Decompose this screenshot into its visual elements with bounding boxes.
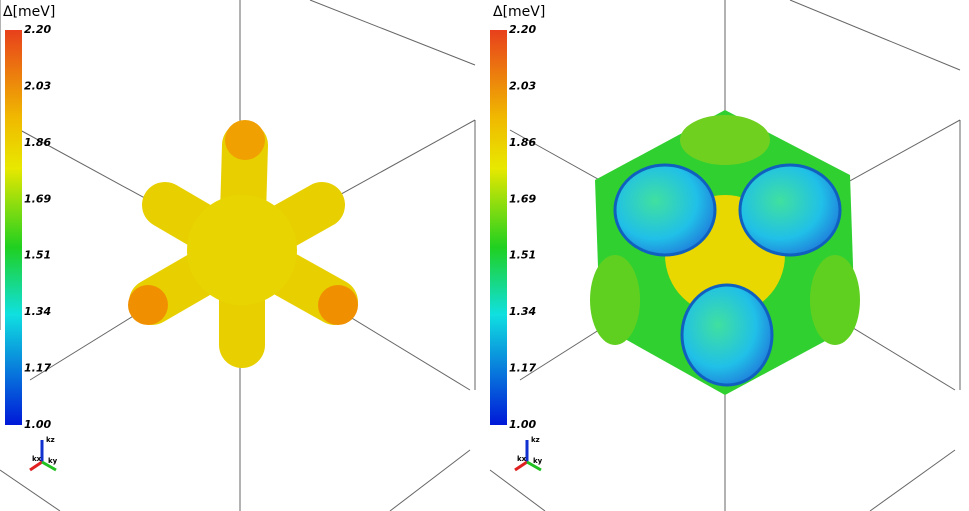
colorbar-tick-label: 2.03 (509, 79, 536, 92)
axis-label: ky (48, 457, 58, 465)
axis-label: ky (533, 457, 543, 465)
colorbar-title: Δ[meV] (3, 4, 55, 20)
colorbar (5, 30, 22, 425)
colorbar-tick-label: 2.20 (24, 23, 51, 36)
colorbar-tick-label: 1.51 (24, 249, 51, 262)
colorbar-tick-label: 1.86 (24, 136, 51, 149)
axis-arrow (41, 460, 57, 472)
colorbar-tick-label: 1.34 (24, 305, 51, 318)
axis-label: kx (517, 455, 527, 463)
colorbar-title: Δ[meV] (493, 4, 545, 20)
axis-arrow (526, 460, 542, 472)
axis-label: kz (531, 436, 540, 444)
colorbar-tick-label: 2.20 (509, 23, 536, 36)
axis-arrow (514, 460, 528, 472)
colorbar-tick-label: 1.69 (24, 192, 51, 205)
colorbar-tick-label: 1.17 (509, 362, 536, 375)
colorbar-tick-label: 2.03 (24, 79, 51, 92)
colorbar-tick-label: 1.86 (509, 136, 536, 149)
axis-label: kz (46, 436, 55, 444)
colorbar-tick-label: 1.69 (509, 192, 536, 205)
colorbar-tick-label: 1.34 (509, 305, 536, 318)
colorbar-tick-label: 1.00 (24, 418, 51, 431)
colorbar-tick-label: 1.00 (509, 418, 536, 431)
axis-arrow (29, 460, 43, 472)
colorbar-tick-label: 1.51 (509, 249, 536, 262)
fermi-surface (128, 120, 358, 368)
fermi-surface (590, 110, 860, 395)
colorbar-tick-label: 1.17 (24, 362, 51, 375)
axis-label: kx (32, 455, 42, 463)
colorbar (490, 30, 507, 425)
